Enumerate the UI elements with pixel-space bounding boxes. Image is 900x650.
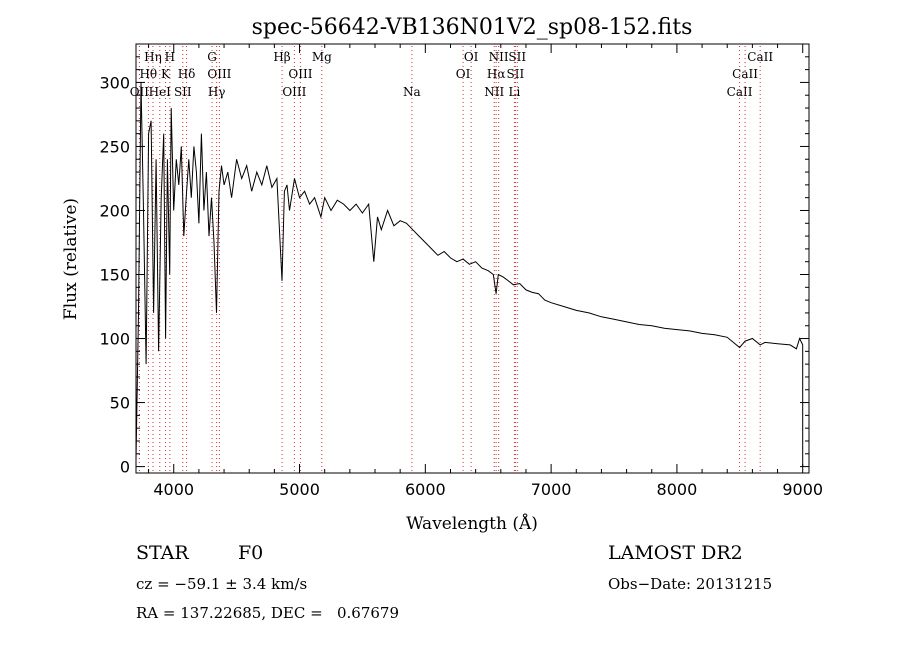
y-tick-label: 200 bbox=[99, 201, 130, 220]
line-marker-label: OIII bbox=[282, 85, 306, 99]
y-tick-label: 250 bbox=[99, 137, 130, 156]
line-marker-label: Hβ bbox=[273, 50, 290, 64]
x-tick-label: 4000 bbox=[153, 480, 194, 499]
y-axis-label: Flux (relative) bbox=[61, 198, 81, 320]
spectral-line-markers: OIIHθHηHeIKHSIIHδGHγOIIIHβOIIIOIIIMgNaOI… bbox=[130, 46, 773, 473]
y-axis: 0 50 100 150 200 250 300 bbox=[99, 56, 809, 477]
x-axis: 4000 5000 6000 7000 8000 9000 bbox=[148, 44, 823, 499]
spectrum-line bbox=[135, 82, 804, 467]
line-marker-label: SII bbox=[174, 85, 192, 99]
survey-name: LAMOST DR2 bbox=[608, 542, 743, 564]
line-marker-label: K bbox=[161, 67, 171, 81]
x-tick-label: 8000 bbox=[657, 480, 698, 499]
line-marker-label: Hδ bbox=[178, 67, 196, 81]
line-marker-label: G bbox=[207, 50, 217, 64]
y-tick-label: 50 bbox=[110, 394, 130, 413]
x-tick-label: 9000 bbox=[782, 480, 823, 499]
y-tick-label: 150 bbox=[99, 266, 130, 285]
x-tick-label: 6000 bbox=[405, 480, 446, 499]
x-tick-label: 5000 bbox=[279, 480, 320, 499]
y-tick-label: 0 bbox=[120, 458, 130, 477]
line-marker-label: SII bbox=[507, 67, 525, 81]
line-marker-label: OI bbox=[456, 67, 471, 81]
line-marker-label: SII bbox=[508, 50, 526, 64]
line-marker-label: Mg bbox=[312, 50, 332, 64]
line-marker-label: NII bbox=[489, 50, 509, 64]
object-subclass: F0 bbox=[238, 542, 264, 564]
line-marker-label: CaII bbox=[732, 67, 758, 81]
line-marker-label: OIII bbox=[207, 67, 231, 81]
line-marker-label: NII bbox=[484, 85, 504, 99]
line-marker-label: Hγ bbox=[208, 85, 226, 99]
plot-frame bbox=[135, 43, 810, 474]
line-marker-label: Hθ bbox=[139, 67, 157, 81]
observation-date: Obs−Date: 20131215 bbox=[608, 575, 773, 593]
ra-dec: RA = 137.22685, DEC = 0.67679 bbox=[136, 604, 400, 622]
line-marker-label: OII bbox=[130, 85, 150, 99]
x-tick-label: 7000 bbox=[531, 480, 572, 499]
line-marker-label: OIII bbox=[288, 67, 312, 81]
x-axis-label: Wavelength (Å) bbox=[406, 513, 538, 534]
line-marker-label: CaII bbox=[747, 50, 773, 64]
line-marker-label: Na bbox=[403, 85, 421, 99]
line-marker-label: Hη bbox=[144, 50, 162, 64]
chart-title: spec-56642-VB136N01V2_sp08-152.fits bbox=[252, 15, 693, 40]
y-tick-label: 300 bbox=[99, 73, 130, 92]
line-marker-label: Hα bbox=[487, 67, 506, 81]
line-marker-label: OI bbox=[464, 50, 479, 64]
line-marker-label: HeI bbox=[149, 85, 172, 99]
object-class: STAR bbox=[136, 542, 189, 564]
line-marker-label: CaII bbox=[727, 85, 753, 99]
line-marker-label: Li bbox=[508, 85, 520, 99]
y-tick-label: 100 bbox=[99, 330, 130, 349]
redshift-cz: cz = −59.1 ± 3.4 km/s bbox=[136, 575, 308, 593]
line-marker-label: H bbox=[165, 50, 175, 64]
